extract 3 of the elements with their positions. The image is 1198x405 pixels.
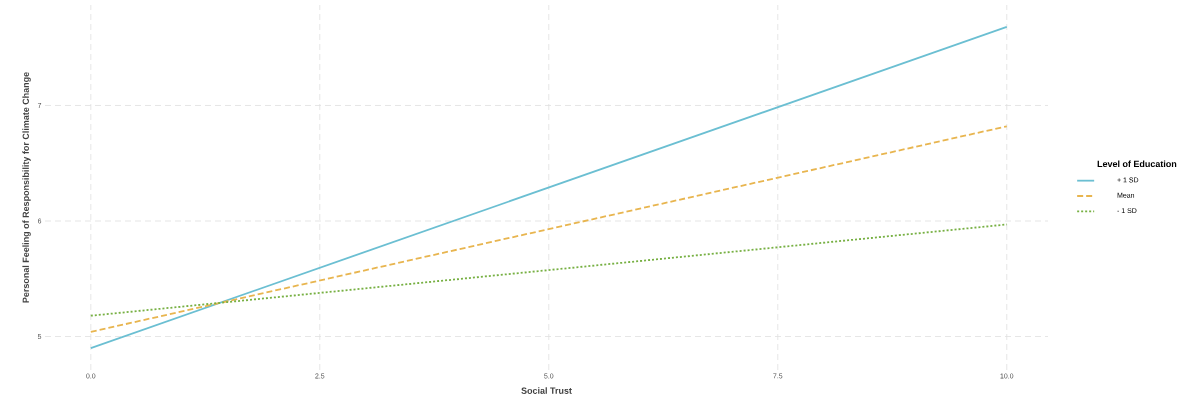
y-axis-title: Personal Feeling of Responsibility for Climate Change [22, 72, 31, 303]
x-axis-title: Social Trust [521, 387, 572, 394]
legend-title: Level of Education [1097, 160, 1177, 168]
